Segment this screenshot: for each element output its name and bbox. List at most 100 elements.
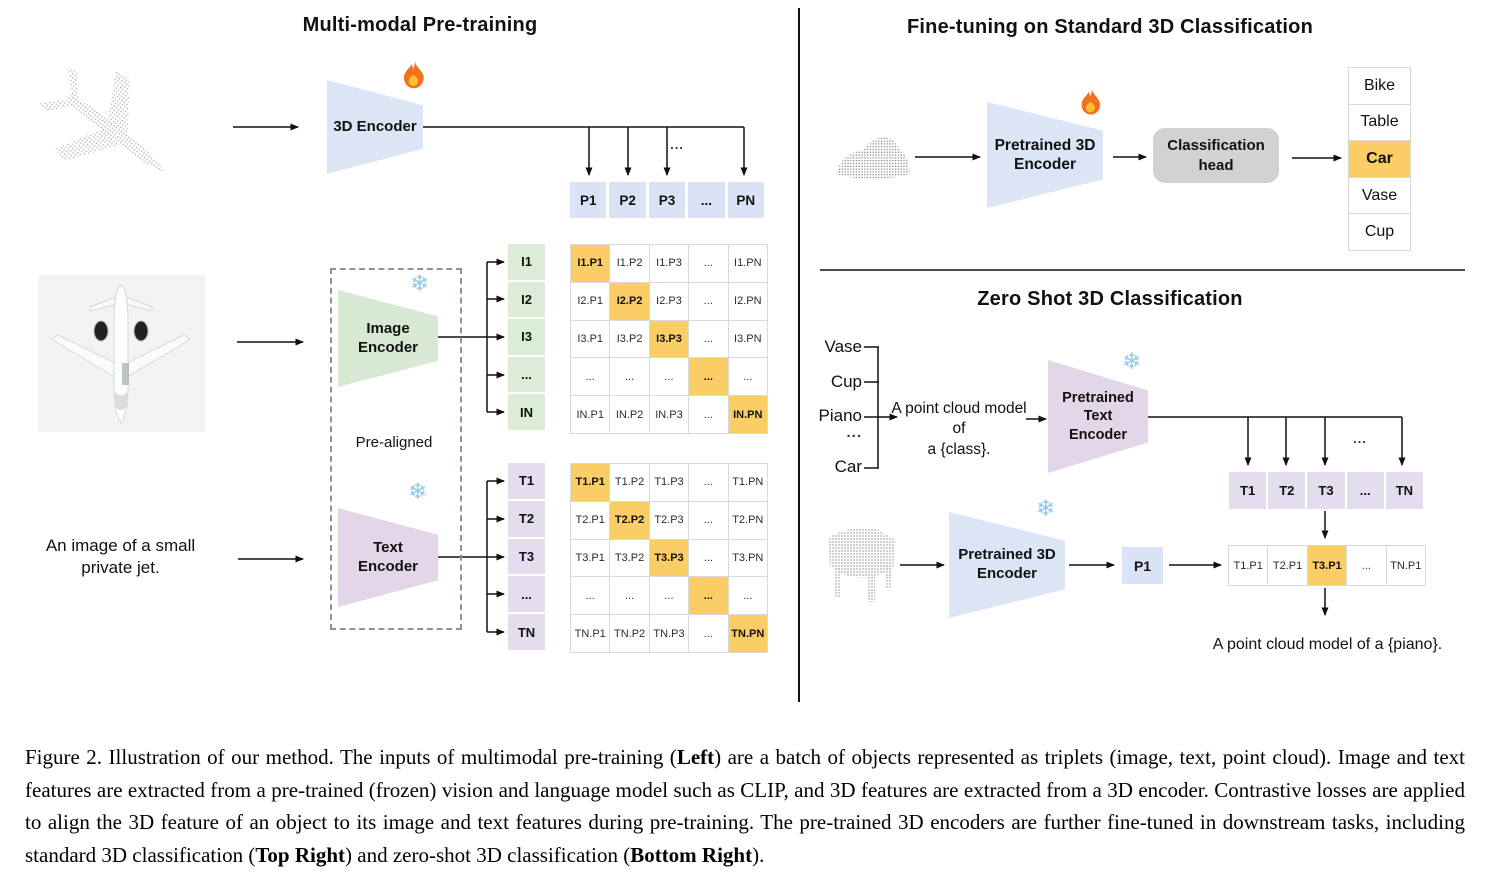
text-point-similarity-cell: T1.P2 [610,464,649,501]
zeroshot-text-feature-cell: ... [1346,472,1384,509]
point-feature-cell: P1 [570,182,607,218]
text-point-similarity-cell: ... [649,577,689,615]
zeroshot-title: Zero Shot 3D Classification [977,288,1243,310]
text-feature-cell: T3 [508,538,545,575]
pretrained-text-encoder-label: Pretrained Text Encoder [1062,390,1134,443]
image-point-similarity-cell: ... [689,320,728,358]
caption-bold-text: Top Right [255,842,346,867]
point-feature-cell: P3 [648,182,686,218]
image-point-similarity-cell: I1.P3 [649,245,689,282]
text-point-similarity-cell: TN.P2 [610,615,649,652]
class-option-cell: Bike [1349,68,1410,104]
image-point-similarity-matrix: I1.P1 I1.P2 I1.P3... I1.PN I2.P1 I2.P2 I2.P3..… [570,244,768,434]
class-label-cup: Cup [830,372,862,391]
pretraining-title: Multi-modal Pre-training [302,14,538,36]
class-label-car: Car [834,457,862,476]
ellipsis-text: ... [1353,431,1367,446]
image-caption-text: An image of a small private jet. [45,536,196,578]
image-point-similarity-cell: IN.P1 [571,396,610,433]
image-point-similarity-cell: I1.P1 [571,245,610,282]
caption-text: ) and zero-shot 3D classification ( [345,842,631,867]
caption-text: ). [752,842,765,867]
image-feature-cell: I1 [508,244,545,280]
class-option-cell: Car [1349,141,1410,177]
image-point-similarity-cell: IN.P2 [610,396,649,433]
class-prediction-list: Bike Table Car Vase Cup [1348,67,1411,251]
snowflake-icon: ❄ [1036,495,1056,521]
text-point-similarity-cell: T2.PN [728,501,767,539]
zeroshot-text-feature-cell: T1 [1229,472,1267,509]
p1-feature-cell: P1 [1122,547,1163,584]
image-feature-cell: ... [508,356,545,393]
text-point-similarity-cell: TN.P1 [571,615,610,652]
flame-icon [403,61,424,89]
text-point-similarity-cell: T1.P1 [571,464,610,501]
image-encoder-label: Image Encoder [357,319,418,356]
zeroshot-text-feature-cell: T3 [1307,472,1345,509]
prompt-template-text: A point cloud model of a {class}. [891,400,1027,458]
snowflake-icon: ❄ [410,270,430,296]
caption-bold-text: Left [676,745,715,769]
text-feature-column: T1 T2 T3... TN [508,463,545,650]
image-point-similarity-cell: I2.P1 [571,282,610,320]
image-point-similarity-cell: I1.PN [728,245,767,282]
figure-caption: Figure 2. Illustration of our method. Th… [25,741,1465,871]
figure-2-diagram: Multi-modal Pre-training Fine-tuning on … [38,8,1465,702]
zeroshot-text-feature-row: T1 T2 T3... TN [1229,472,1423,509]
image-feature-cell: IN [508,394,545,430]
pretrained-3d-encoder-label: Pretrained 3D Encoder [994,136,1096,173]
zeroshot-similarity-cell: T2.P1 [1268,546,1307,585]
image-feature-cell: I3 [508,319,545,355]
zeroshot-similarity-cell: T3.P1 [1307,546,1347,585]
point-feature-row: P1 P2 P3... PN [570,182,764,218]
point-feature-cell: P2 [609,182,646,218]
finetune-title: Fine-tuning on Standard 3D Classificatio… [906,16,1313,38]
image-point-similarity-cell: ... [728,358,767,396]
image-point-similarity-cell: I1.P2 [610,245,649,282]
text-point-similarity-matrix: T1.P1 T1.P2 T1.P3... T1.PN T2.P1 T2.P2 T2.P3..… [570,463,768,653]
connector-lines-layer [233,8,1465,702]
image-point-similarity-cell: ... [689,358,728,396]
text-point-similarity-cell: ... [689,464,728,501]
image-point-similarity-cell: ... [689,245,728,282]
point-feature-cell: ... [688,182,725,218]
text-point-similarity-cell: ... [689,615,728,652]
zeroshot-result-text: A point cloud model of a {piano}. [1212,636,1443,653]
ellipsis-text: ... [670,137,684,152]
zeroshot-similarity-cell: TN.P1 [1386,546,1425,585]
text-point-similarity-cell: T1.P3 [649,464,689,501]
airplane-point-cloud [38,66,166,173]
point-feature-cell: PN [727,182,764,218]
image-point-similarity-cell: I3.P1 [571,320,610,358]
image-point-similarity-cell: ... [610,358,649,396]
text-feature-cell: ... [508,576,545,613]
jet-photo [38,275,205,432]
text-feature-cell: T1 [508,463,545,499]
class-option-cell: Vase [1349,177,1410,214]
zeroshot-similarity-row: T1.P1 T2.P1 T3.P1... TN.P1 [1228,545,1426,586]
text-point-similarity-cell: ... [728,577,767,615]
snowflake-icon: ❄ [408,478,428,504]
pretrained-3d-encoder-label: Pretrained 3D Encoder [958,546,1056,582]
text-point-similarity-cell: T3.P3 [649,539,689,577]
flame-icon [1081,89,1101,115]
pre-aligned-dashed-box [330,268,462,630]
image-point-similarity-cell: IN.P3 [649,396,689,433]
text-point-similarity-cell: T3.PN [728,539,767,577]
ellipsis-text: ... [846,424,862,441]
class-option-cell: Table [1349,104,1410,141]
image-point-similarity-cell: I2.P3 [649,282,689,320]
image-point-similarity-cell: I2.P2 [610,282,649,320]
text-point-similarity-cell: T1.PN [728,464,767,501]
zeroshot-similarity-cell: T1.P1 [1229,546,1268,585]
image-point-similarity-cell: I3.P2 [610,320,649,358]
text-point-similarity-cell: T3.P1 [571,539,610,577]
caption-text: ) are a batch of objects represented as … [25,745,1465,867]
text-encoder-label: Text Encoder [357,538,418,575]
image-point-similarity-cell: ... [571,358,610,396]
image-point-similarity-cell: IN.PN [728,396,767,433]
image-point-similarity-cell: ... [689,282,728,320]
piano-point-cloud [828,528,896,602]
pre-aligned-label: Pre-aligned [355,434,433,451]
text-point-similarity-cell: ... [610,577,649,615]
